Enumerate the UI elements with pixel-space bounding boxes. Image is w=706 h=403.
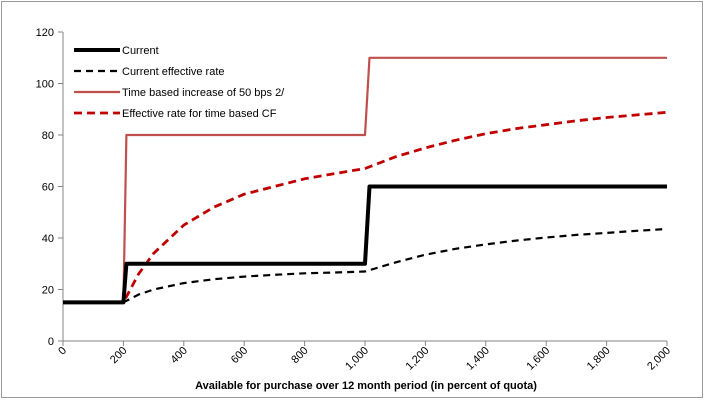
y-tick-label: 100 xyxy=(36,79,54,91)
axes: 0 20 40 60 80 100 120 0 200 400 600 800 1,000 1,200 1,… xyxy=(36,27,673,373)
y-tick-label: 120 xyxy=(36,27,54,39)
x-tick-label: 1,000 xyxy=(343,345,371,373)
x-tick-label: 0 xyxy=(56,345,69,358)
x-tick-label: 1,400 xyxy=(464,345,492,373)
x-tick-label: 1,600 xyxy=(524,345,552,373)
legend-label: Current xyxy=(122,45,159,57)
x-tick-label: 2,000 xyxy=(645,345,673,373)
legend: Current Current effective rate Time based … xyxy=(74,45,285,120)
x-tick-label: 600 xyxy=(229,345,250,366)
x-tick-label: 1,800 xyxy=(585,345,613,373)
legend-label: Effective rate for time based CF xyxy=(122,108,277,120)
x-tick-label: 1,200 xyxy=(404,345,432,373)
y-tick-label: 20 xyxy=(42,285,54,297)
series-line-3 xyxy=(63,110,668,304)
series-line-1 xyxy=(63,227,668,304)
series-line-0 xyxy=(63,184,667,305)
legend-label: Time based increase of 50 bps 2/ xyxy=(122,87,285,99)
x-tick-label: 400 xyxy=(168,345,189,366)
legend-label: Current effective rate xyxy=(122,66,225,78)
y-tick-label: 80 xyxy=(42,130,54,142)
y-tick-label: 60 xyxy=(42,182,54,194)
x-tick-label: 800 xyxy=(289,345,310,366)
x-tick-label: 200 xyxy=(108,345,129,366)
y-tick-label: 40 xyxy=(42,233,54,245)
x-axis-label: Available for purchase over 12 month per… xyxy=(195,380,537,392)
chart-frame: 0 20 40 60 80 100 120 0 200 400 600 800 1,000 1,200 1,… xyxy=(1,1,703,398)
series-group xyxy=(63,56,668,305)
y-tick-label: 0 xyxy=(48,336,54,348)
